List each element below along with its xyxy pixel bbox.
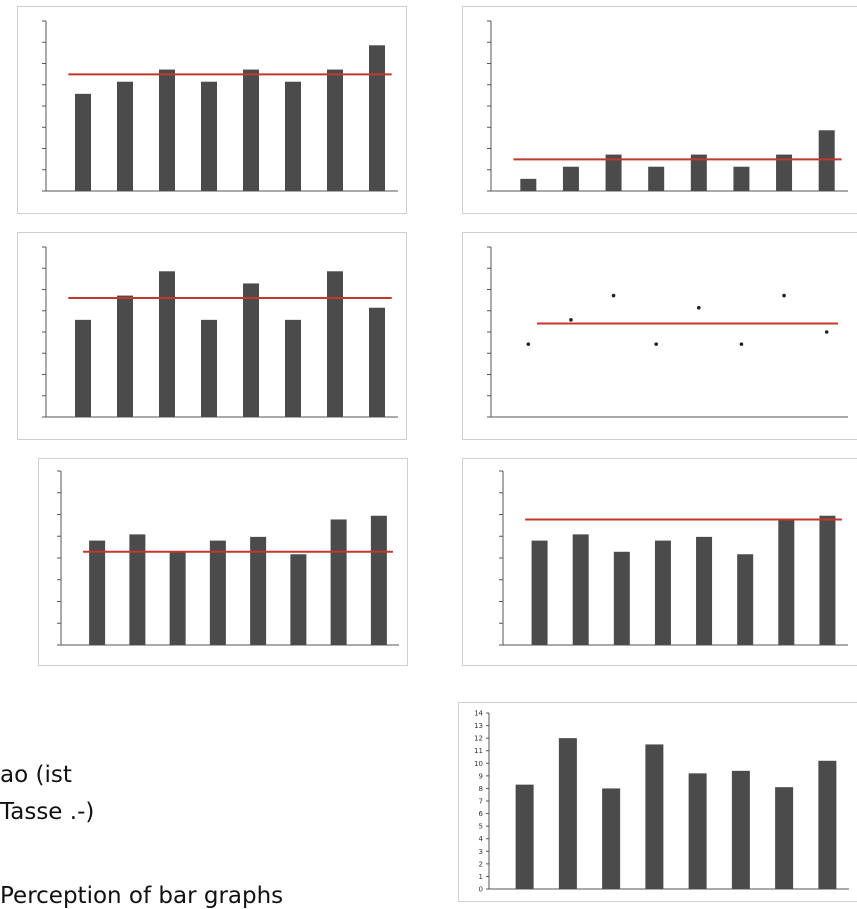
bar xyxy=(285,81,301,191)
bar xyxy=(690,154,707,191)
scatter-point xyxy=(611,293,616,298)
bar xyxy=(654,540,671,645)
bar xyxy=(129,534,146,645)
scatter-point xyxy=(526,342,531,346)
bar xyxy=(327,69,343,191)
y-tick-label: 11 xyxy=(474,747,483,755)
bar xyxy=(645,744,664,889)
y-tick-label: 3 xyxy=(479,848,483,856)
chart-panel-7: 0 1 2 3 4 5 6 7 8 9 10 11 12 13 14 xyxy=(458,702,857,902)
chart-panel-6 xyxy=(462,458,857,666)
chart-4-svg xyxy=(487,246,848,418)
y-tick-label: 10 xyxy=(474,760,483,768)
y-tick-label: 4 xyxy=(479,835,484,843)
chart-1-svg xyxy=(42,20,398,192)
bar xyxy=(818,760,837,889)
bar xyxy=(696,536,713,645)
bar xyxy=(733,166,750,191)
chart-panel-1 xyxy=(17,6,407,214)
bar xyxy=(369,45,385,192)
scatter-point xyxy=(569,318,573,322)
bar xyxy=(159,69,175,191)
bar xyxy=(290,554,307,645)
y-tick-label: 6 xyxy=(479,810,484,818)
bar xyxy=(776,154,793,191)
bar xyxy=(731,770,750,889)
caption-line-1: ao (ist xyxy=(0,762,72,788)
y-tick-label: 1 xyxy=(479,873,483,881)
bar xyxy=(159,271,175,417)
bar xyxy=(515,784,534,889)
y-tick-label: 13 xyxy=(474,722,483,730)
bar xyxy=(75,319,91,417)
y-tick-label: 14 xyxy=(474,710,483,718)
bar xyxy=(531,540,548,645)
bar xyxy=(558,738,577,889)
bar xyxy=(572,534,589,645)
bar xyxy=(737,554,754,645)
y-tick-label: 7 xyxy=(479,798,483,806)
bar xyxy=(818,130,835,191)
chart-5-svg xyxy=(57,470,399,646)
bar xyxy=(562,166,579,191)
bar xyxy=(285,319,301,417)
chart-3-svg xyxy=(42,246,398,418)
bar xyxy=(605,154,622,191)
bar xyxy=(250,536,267,645)
scatter-point xyxy=(654,342,658,346)
bar xyxy=(819,515,836,645)
bar xyxy=(520,178,537,191)
scatter-point xyxy=(782,293,786,298)
bar xyxy=(117,81,133,191)
scatter-point xyxy=(824,330,829,334)
bar xyxy=(243,69,259,191)
bar xyxy=(201,81,217,191)
bar xyxy=(89,540,106,645)
chart-6-svg xyxy=(499,470,848,646)
y-tick-label: 2 xyxy=(479,860,483,868)
bar xyxy=(75,93,91,191)
chart-panel-3 xyxy=(17,232,407,440)
caption-line-2: Tasse .-) xyxy=(0,799,95,825)
bar xyxy=(778,519,795,645)
bar xyxy=(775,787,794,889)
bar xyxy=(688,773,707,889)
y-tick-label: 5 xyxy=(479,823,483,831)
y-tick-label: 8 xyxy=(479,785,483,793)
bar xyxy=(613,551,630,645)
scatter-point xyxy=(739,342,744,346)
bar xyxy=(117,295,133,417)
chart-2-svg xyxy=(487,20,848,192)
chart-panel-2 xyxy=(462,6,857,214)
bar xyxy=(209,540,226,645)
chart-panel-4 xyxy=(462,232,857,440)
bar xyxy=(327,271,343,417)
bar xyxy=(369,307,385,417)
caption-line-3: Perception of bar graphs xyxy=(0,883,284,909)
bar xyxy=(201,319,217,417)
bar xyxy=(602,788,621,889)
y-tick-label: 0 xyxy=(479,886,483,894)
bar xyxy=(370,515,387,645)
y-tick-label: 12 xyxy=(474,735,483,743)
bar xyxy=(243,283,259,417)
bar xyxy=(169,551,186,645)
bar xyxy=(648,166,665,191)
scatter-point xyxy=(697,305,701,310)
y-tick-label: 9 xyxy=(479,772,483,780)
chart-panel-5 xyxy=(38,458,408,666)
bar xyxy=(330,519,347,645)
